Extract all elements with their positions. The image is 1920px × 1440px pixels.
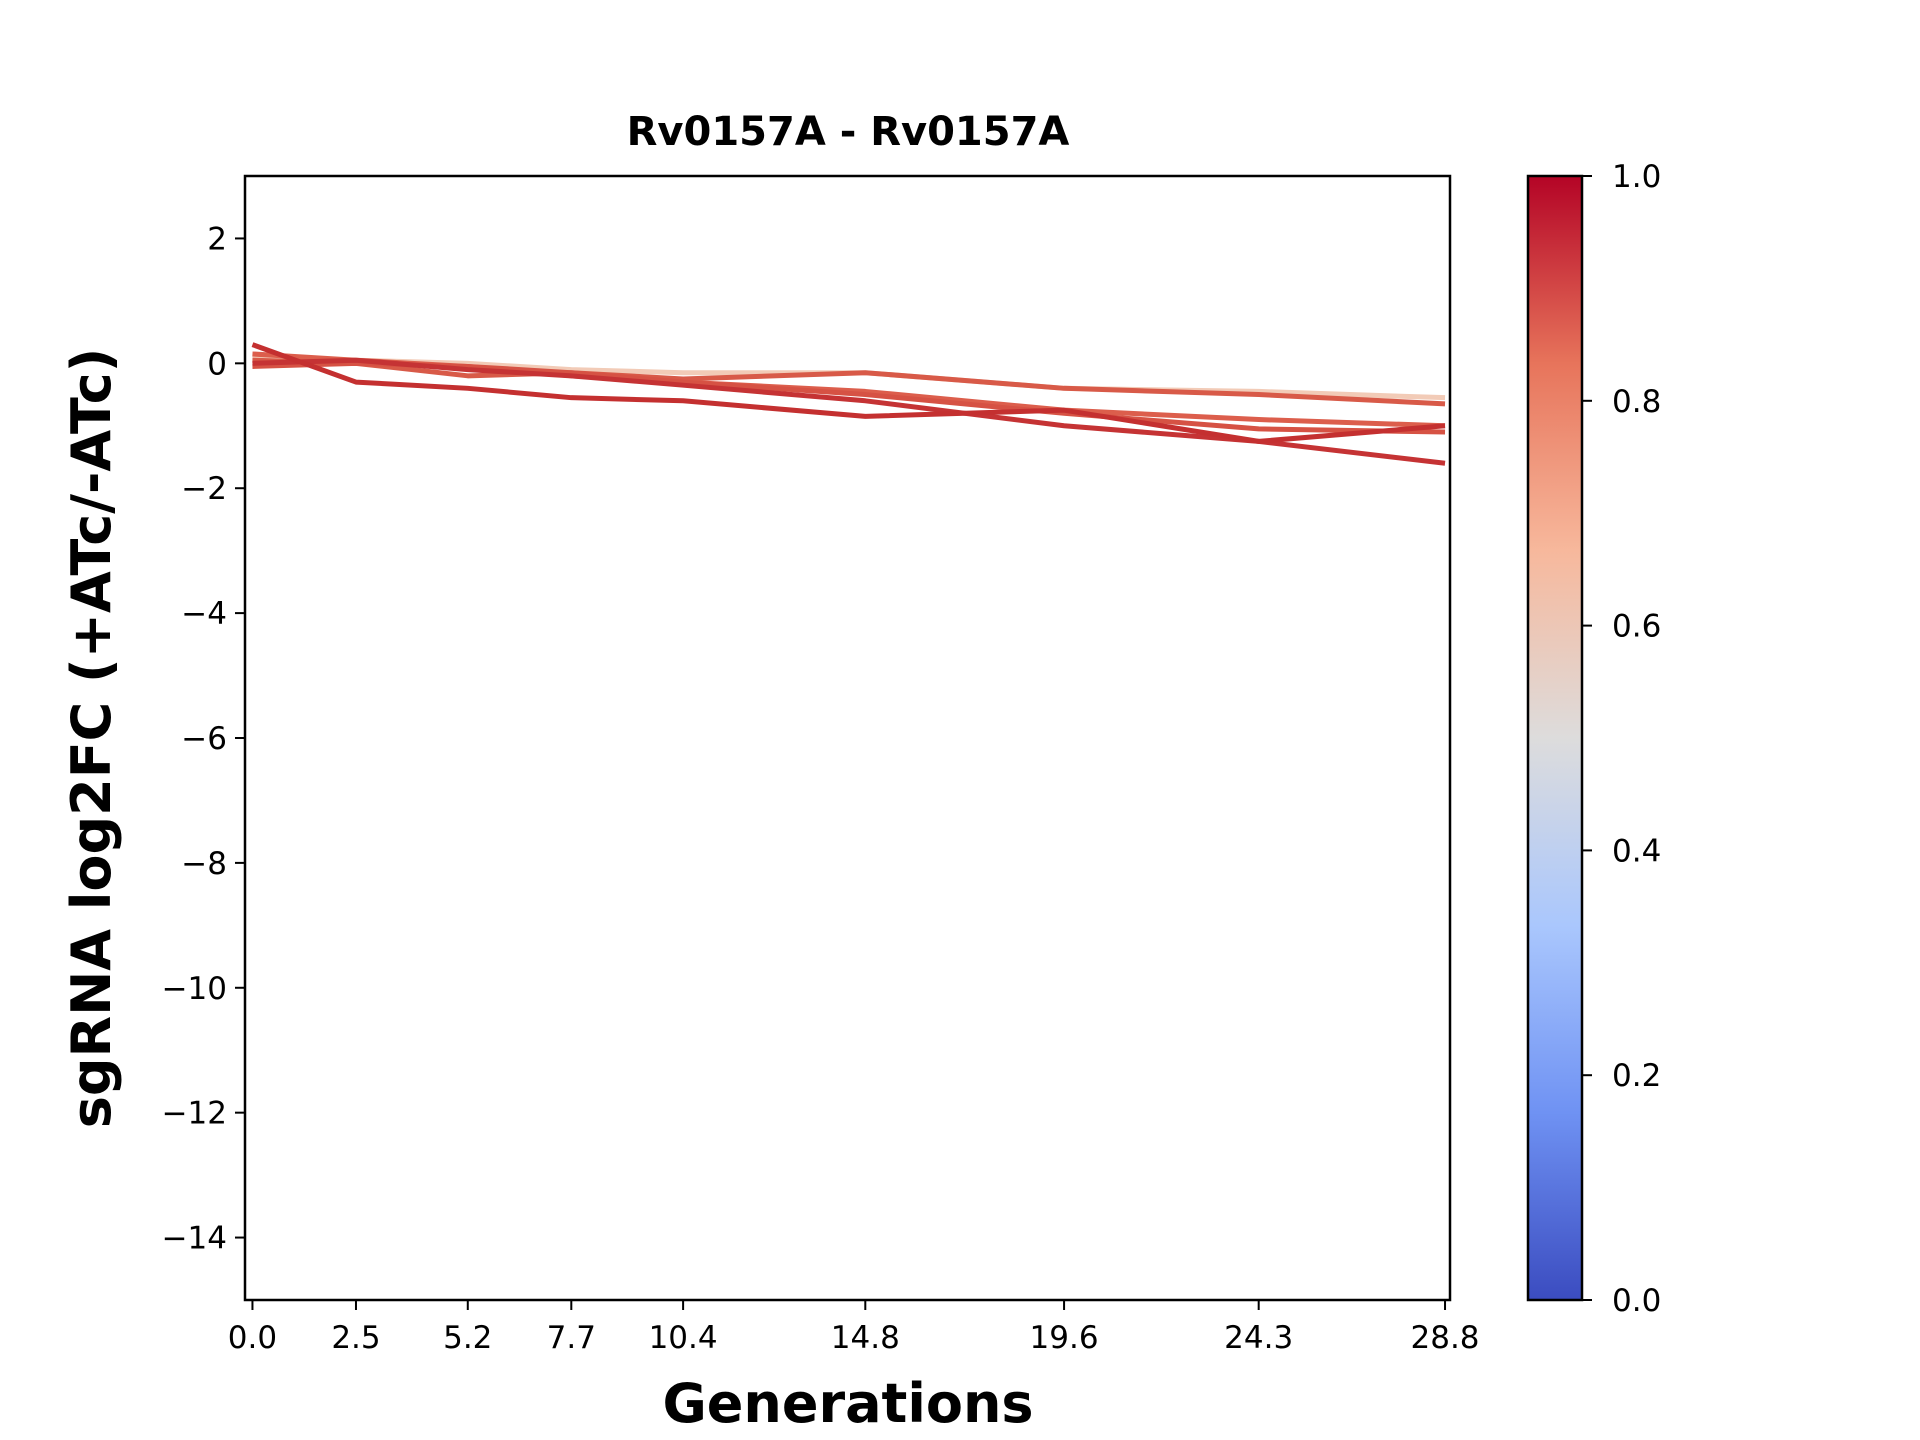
y-tick-label: −4 [181, 596, 227, 632]
plot-frame [243, 174, 1452, 1302]
x-tick-label: 7.7 [547, 1320, 596, 1356]
y-tick-label: 2 [207, 221, 227, 257]
x-tick-label: 24.3 [1224, 1320, 1293, 1356]
colorbar-axis: 0.0 0.2 0.4 0.6 0.8 1.0 [1582, 159, 1661, 1319]
colorbar-tick-label: 0.6 [1612, 609, 1661, 645]
chart-title: Rv0157A - Rv0157A [627, 109, 1070, 155]
x-axis-label: Generations [662, 1372, 1033, 1435]
colorbar-tick-label: 0.4 [1612, 833, 1661, 869]
x-tick-label: 14.8 [831, 1320, 900, 1356]
x-tick-label: 5.2 [443, 1320, 492, 1356]
x-tick-label: 2.5 [331, 1320, 380, 1356]
colorbar [1526, 174, 1584, 1302]
colorbar-tick-label: 1.0 [1612, 159, 1661, 195]
y-tick-label: 0 [207, 346, 227, 382]
series-line-2 [252, 357, 1446, 407]
series-lines [251, 342, 1446, 466]
y-tick-label: −8 [181, 846, 227, 882]
colorbar-tick-label: 0.8 [1612, 384, 1661, 420]
x-axis: 0.0 2.5 5.2 7.7 10.4 14.8 19.6 24.3 28.8 [228, 1300, 1480, 1356]
y-tick-label: −12 [162, 1096, 227, 1132]
y-tick-label: −2 [181, 471, 227, 507]
y-tick-label: −14 [162, 1221, 227, 1257]
colorbar-tick-label: 0.2 [1612, 1058, 1661, 1094]
series-line-5 [252, 357, 1446, 466]
x-tick-label: 28.8 [1411, 1320, 1480, 1356]
y-axis-label: sgRNA log2FC (+ATc/-ATc) [60, 348, 123, 1129]
series-line-6 [251, 342, 1446, 444]
y-axis: 2 0 −2 −4 −6 −8 −10 −12 −14 [162, 221, 245, 1257]
x-tick-label: 10.4 [649, 1320, 718, 1356]
x-tick-label: 0.0 [228, 1320, 277, 1356]
x-tick-label: 19.6 [1030, 1320, 1099, 1356]
y-tick-label: −6 [181, 721, 227, 757]
colorbar-tick-label: 0.0 [1612, 1283, 1661, 1319]
y-tick-label: −10 [162, 971, 227, 1007]
